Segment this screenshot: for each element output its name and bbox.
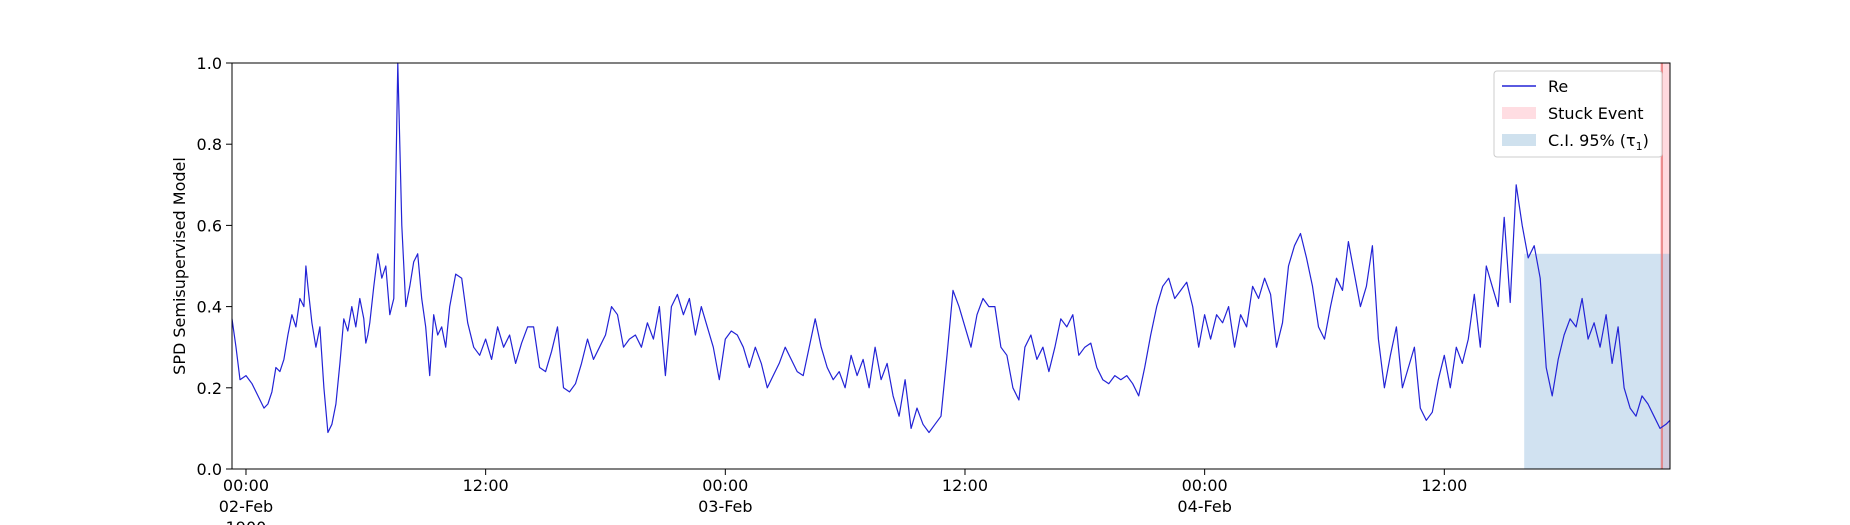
bands-layer: [1524, 63, 1670, 469]
legend: Re Stuck Event C.I. 95% (τ1): [1493, 70, 1663, 158]
y-tick-label: 0.4: [197, 298, 222, 317]
x-axis: 00:00 02-Feb 1900 12:00 00:00 03-Feb 12:00 00:0…: [219, 469, 1467, 525]
x-tick-date: 03-Feb: [698, 497, 752, 516]
y-tick-label: 1.0: [197, 54, 222, 73]
x-tick-year: 1900: [226, 518, 267, 525]
x-tick-time: 00:00: [1182, 476, 1228, 495]
y-axis: 0.0 0.2 0.4 0.6 0.8 1.0: [197, 54, 232, 479]
y-tick-label: 0.2: [197, 379, 222, 398]
y-tick-label: 0.8: [197, 135, 222, 154]
x-tick-time: 12:00: [942, 476, 988, 495]
y-tick-label: 0.0: [197, 460, 222, 479]
x-tick-time: 12:00: [463, 476, 509, 495]
plot-frame: [231, 62, 1671, 470]
series-layer: [231, 62, 1671, 434]
series-line-re: [231, 62, 1671, 434]
legend-label-subscript: 1: [1636, 140, 1643, 153]
legend-label-suffix: ): [1643, 131, 1649, 150]
y-axis-label: SPD Semisupervised Model: [170, 157, 189, 375]
band-confidence-interval: [1524, 253, 1670, 469]
x-tick-date: 04-Feb: [1177, 497, 1231, 516]
x-tick-date: 02-Feb: [219, 497, 273, 516]
x-tick-time: 00:00: [702, 476, 748, 495]
y-tick-label: 0.6: [197, 216, 222, 235]
legend-swatch-patch: [1502, 107, 1536, 119]
band-stuck-event: [1660, 63, 1670, 469]
x-tick-time: 12:00: [1421, 476, 1467, 495]
x-tick-time: 00:00: [223, 476, 269, 495]
legend-label: C.I. 95% (τ1): [1548, 131, 1649, 153]
legend-label: Re: [1548, 77, 1568, 96]
legend-label: Stuck Event: [1548, 104, 1644, 123]
legend-swatch-patch: [1502, 134, 1536, 146]
